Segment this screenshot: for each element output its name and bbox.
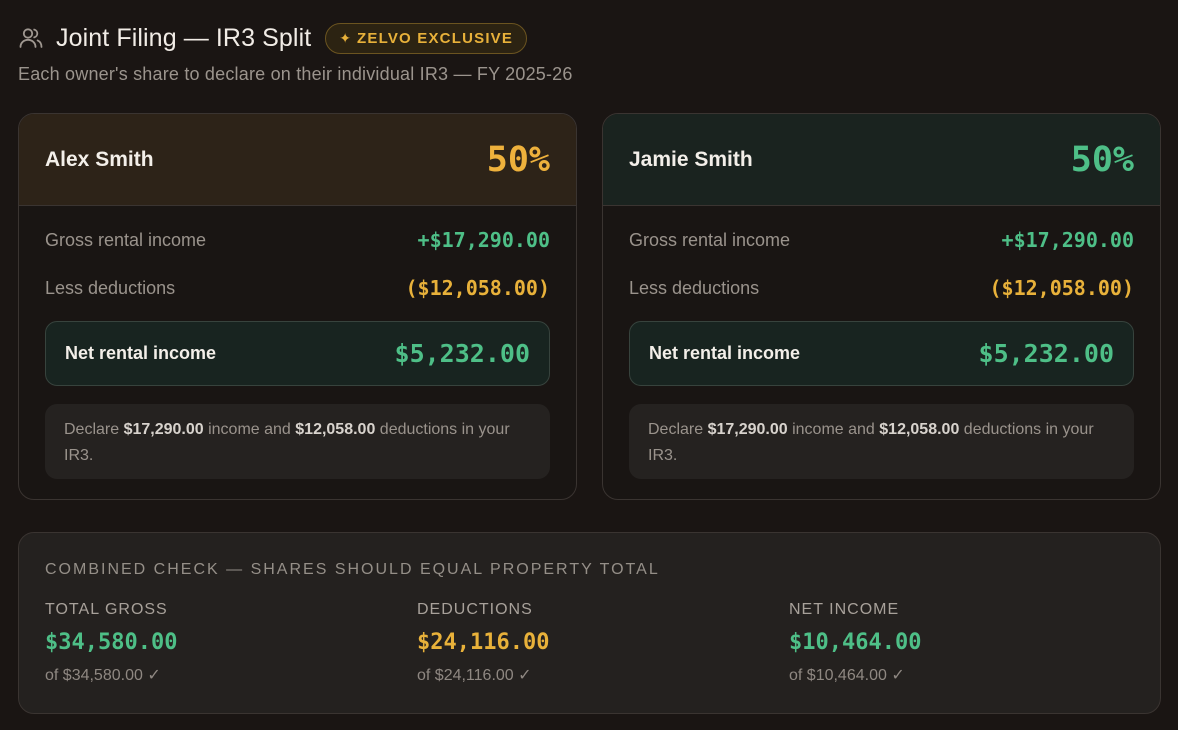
deductions-column: DEDUCTIONS $24,116.00 of $24,116.00 ✓ (417, 601, 549, 685)
note-text: Declare (64, 421, 124, 438)
owner-card-header: Alex Smith 50% (19, 114, 576, 206)
net-income-label: Net rental income (649, 343, 801, 363)
page-header: Joint Filing — IR3 Split ✦ ZELVO EXCLUSI… (18, 22, 528, 54)
owner-name: Alex Smith (45, 147, 154, 171)
total-gross-check: of $34,580.00 ✓ (45, 667, 161, 684)
deductions-total-check: of $24,116.00 ✓ (417, 667, 532, 684)
deductions-label: Less deductions (629, 277, 760, 298)
users-icon (18, 25, 44, 51)
owner-share-percent: 50% (486, 139, 550, 180)
total-gross-value: $34,580.00 (45, 630, 178, 655)
owner-name: Jamie Smith (629, 147, 753, 171)
page-title: Joint Filing — IR3 Split (56, 23, 312, 52)
note-text: deductions in your IR3. (648, 421, 1094, 464)
deductions-row: Less deductions ($12,058.00) (629, 276, 1134, 300)
declare-note: Declare $17,290.00 income and $12,058.00… (45, 404, 550, 479)
total-gross-label: TOTAL GROSS (45, 601, 168, 618)
owner-card-header: Jamie Smith 50% (603, 114, 1160, 206)
net-income-box: Net rental income $5,232.00 (45, 321, 550, 386)
gross-income-row: Gross rental income +$17,290.00 (45, 228, 550, 252)
note-deductions-amount: $12,058.00 (295, 421, 376, 438)
note-text: Declare (648, 421, 708, 438)
net-income-value: $5,232.00 (394, 339, 530, 368)
deductions-value: ($12,058.00) (989, 276, 1135, 300)
owner-card-jamie: Jamie Smith 50% Gross rental income +$17… (602, 113, 1161, 500)
deductions-value: ($12,058.00) (405, 276, 551, 300)
note-deductions-amount: $12,058.00 (879, 421, 960, 438)
combined-check-title: COMBINED CHECK — SHARES SHOULD EQUAL PRO… (45, 561, 660, 578)
note-income-amount: $17,290.00 (707, 421, 788, 438)
total-gross-column: TOTAL GROSS $34,580.00 of $34,580.00 ✓ (45, 601, 177, 685)
deductions-total-value: $24,116.00 (417, 630, 550, 655)
owner-share-percent: 50% (1070, 139, 1134, 180)
net-income-total-value: $10,464.00 (789, 630, 922, 655)
exclusive-badge: ✦ ZELVO EXCLUSIVE (325, 22, 528, 54)
sparkle-icon: ✦ (339, 29, 352, 46)
declare-note: Declare $17,290.00 income and $12,058.00… (629, 404, 1134, 479)
owner-card-alex: Alex Smith 50% Gross rental income +$17,… (18, 113, 577, 500)
deductions-total-label: DEDUCTIONS (417, 601, 533, 618)
deductions-row: Less deductions ($12,058.00) (45, 276, 550, 300)
deductions-label: Less deductions (45, 277, 176, 298)
net-income-total-check: of $10,464.00 ✓ (789, 667, 905, 684)
gross-income-row: Gross rental income +$17,290.00 (629, 228, 1134, 252)
note-text: deductions in your IR3. (64, 421, 510, 464)
net-income-label: Net rental income (65, 343, 217, 363)
net-income-box: Net rental income $5,232.00 (629, 321, 1134, 386)
combined-check-panel: COMBINED CHECK — SHARES SHOULD EQUAL PRO… (18, 532, 1161, 714)
gross-income-value: +$17,290.00 (417, 228, 550, 252)
note-text: income and (787, 421, 880, 438)
badge-label: ZELVO EXCLUSIVE (357, 29, 514, 47)
note-income-amount: $17,290.00 (123, 421, 204, 438)
page-subtitle: Each owner's share to declare on their i… (18, 64, 573, 84)
gross-income-label: Gross rental income (45, 229, 207, 250)
gross-income-value: +$17,290.00 (1001, 228, 1134, 252)
note-text: income and (203, 421, 296, 438)
net-income-column: NET INCOME $10,464.00 of $10,464.00 ✓ (789, 601, 921, 685)
net-income-total-label: NET INCOME (789, 601, 900, 618)
gross-income-label: Gross rental income (629, 229, 791, 250)
net-income-value: $5,232.00 (978, 339, 1114, 368)
